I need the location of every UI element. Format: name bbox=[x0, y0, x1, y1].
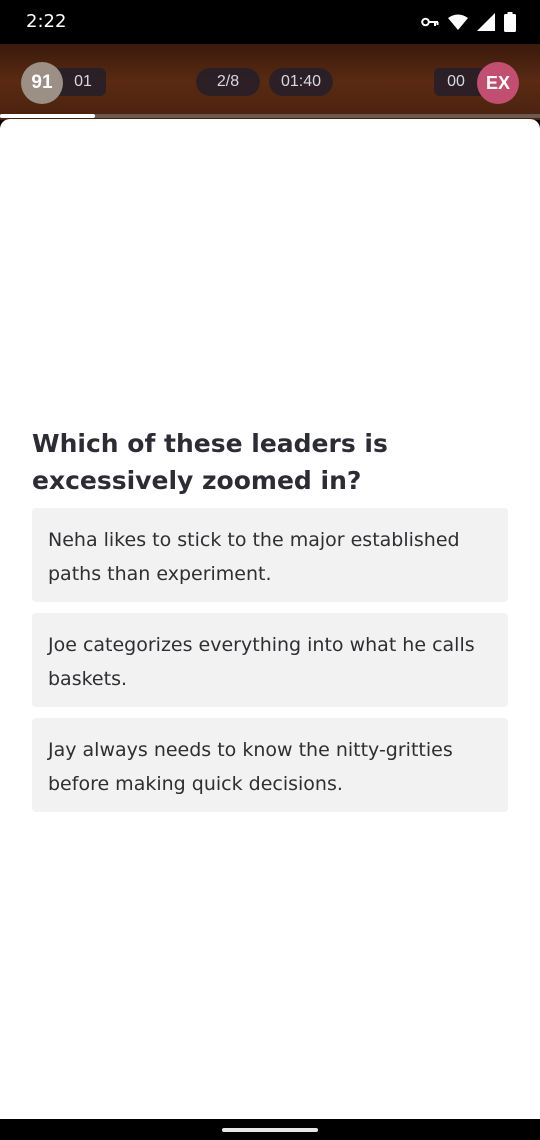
player-avatar[interactable]: 91 bbox=[21, 62, 63, 104]
quiz-header: 01 91 2/8 01:40 00 EX bbox=[0, 44, 540, 120]
question-progress: 2/8 bbox=[196, 68, 260, 96]
answer-option-1[interactable]: Neha likes to stick to the major establi… bbox=[32, 508, 508, 602]
status-time: 2:22 bbox=[26, 11, 67, 32]
home-indicator[interactable] bbox=[222, 1128, 318, 1132]
key-icon bbox=[421, 17, 439, 27]
answer-option-2[interactable]: Joe categorizes everything into what he … bbox=[32, 613, 508, 707]
timer: 01:40 bbox=[269, 68, 333, 96]
status-bar: 2:22 bbox=[0, 0, 540, 44]
question-card: Which of these leaders is excessively zo… bbox=[0, 119, 540, 1119]
navigation-bar bbox=[0, 1119, 540, 1140]
answer-option-3[interactable]: Jay always needs to know the nitty-gritt… bbox=[32, 718, 508, 812]
battery-icon bbox=[504, 12, 516, 32]
timer-progress-fill bbox=[0, 114, 95, 118]
question-text: Which of these leaders is excessively zo… bbox=[32, 429, 388, 495]
signal-icon bbox=[477, 13, 495, 31]
timer-progress-track bbox=[0, 114, 540, 118]
exit-badge[interactable]: EX bbox=[477, 62, 519, 104]
status-icons bbox=[421, 12, 516, 32]
wifi-icon bbox=[448, 14, 468, 30]
